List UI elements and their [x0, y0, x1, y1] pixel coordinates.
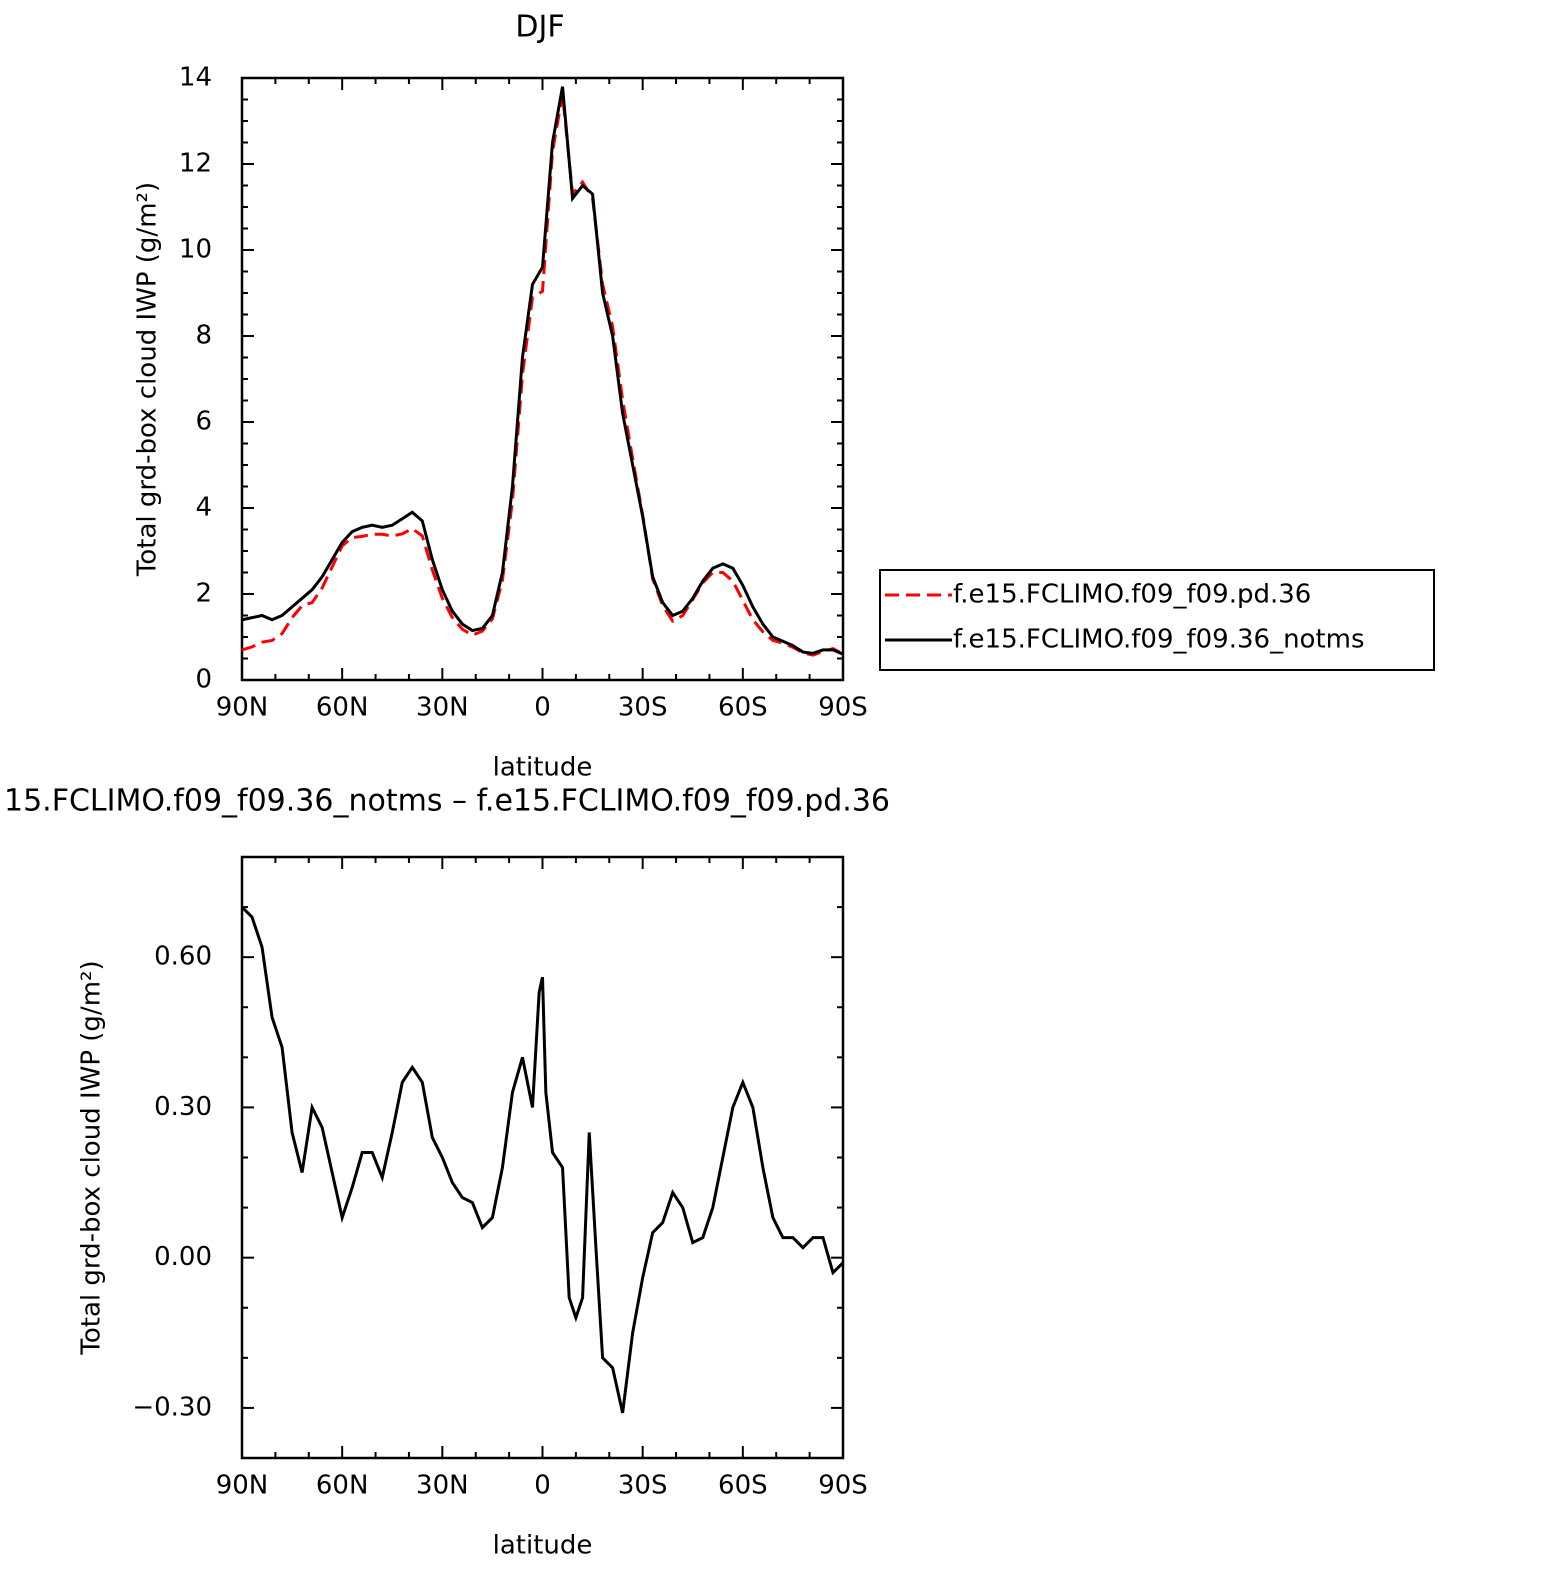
y-tick-label: 6	[195, 407, 212, 437]
x-axis-label: latitude	[493, 1531, 593, 1561]
y-tick-label: 4	[195, 493, 212, 523]
y-tick-label: 0.30	[154, 1092, 212, 1122]
y-tick-label: 14	[179, 63, 212, 93]
y-axis-label: Total grd-box cloud IWP (g/m²)	[133, 182, 163, 577]
y-tick-label: 10	[179, 235, 212, 265]
x-tick-label: 30N	[416, 693, 469, 723]
x-tick-label: 30S	[618, 1471, 668, 1501]
x-tick-label: 30S	[618, 693, 668, 723]
x-tick-label: 60S	[718, 693, 768, 723]
legend-label: f.e15.FCLIMO.f09_f09.36_notms	[953, 625, 1365, 655]
chart-title: 15.FCLIMO.f09_f09.36_notms – f.e15.FCLIM…	[4, 784, 890, 819]
y-tick-label: 0.60	[154, 942, 212, 972]
data-line	[241, 94, 844, 657]
x-tick-label: 90N	[216, 693, 269, 723]
x-tick-label: 90S	[818, 1471, 868, 1501]
y-tick-label: 2	[195, 579, 212, 609]
y-tick-label: 8	[195, 321, 212, 351]
legend-label: f.e15.FCLIMO.f09_f09.pd.36	[953, 580, 1311, 610]
x-tick-label: 90N	[216, 1471, 269, 1501]
plot-frame	[240, 76, 845, 682]
x-tick-label: 60N	[316, 1471, 369, 1501]
x-tick-label: 90S	[818, 693, 868, 723]
x-tick-label: 60S	[718, 1471, 768, 1501]
legend-box	[879, 569, 1435, 671]
chart-title: DJF	[515, 10, 564, 45]
x-tick-label: 0	[534, 693, 551, 723]
plot-frame	[240, 855, 845, 1460]
y-axis-label: Total grd-box cloud IWP (g/m²)	[77, 960, 107, 1355]
data-line	[241, 86, 844, 656]
y-tick-label: 0	[195, 665, 212, 695]
data-line	[240, 906, 845, 1414]
x-axis-label: latitude	[493, 753, 593, 783]
x-tick-label: 0	[534, 1471, 551, 1501]
y-tick-label: −0.30	[132, 1392, 212, 1422]
x-tick-label: 30N	[416, 1471, 469, 1501]
y-tick-label: 12	[179, 149, 212, 179]
y-tick-label: 0.00	[154, 1242, 212, 1272]
x-tick-label: 60N	[316, 693, 369, 723]
